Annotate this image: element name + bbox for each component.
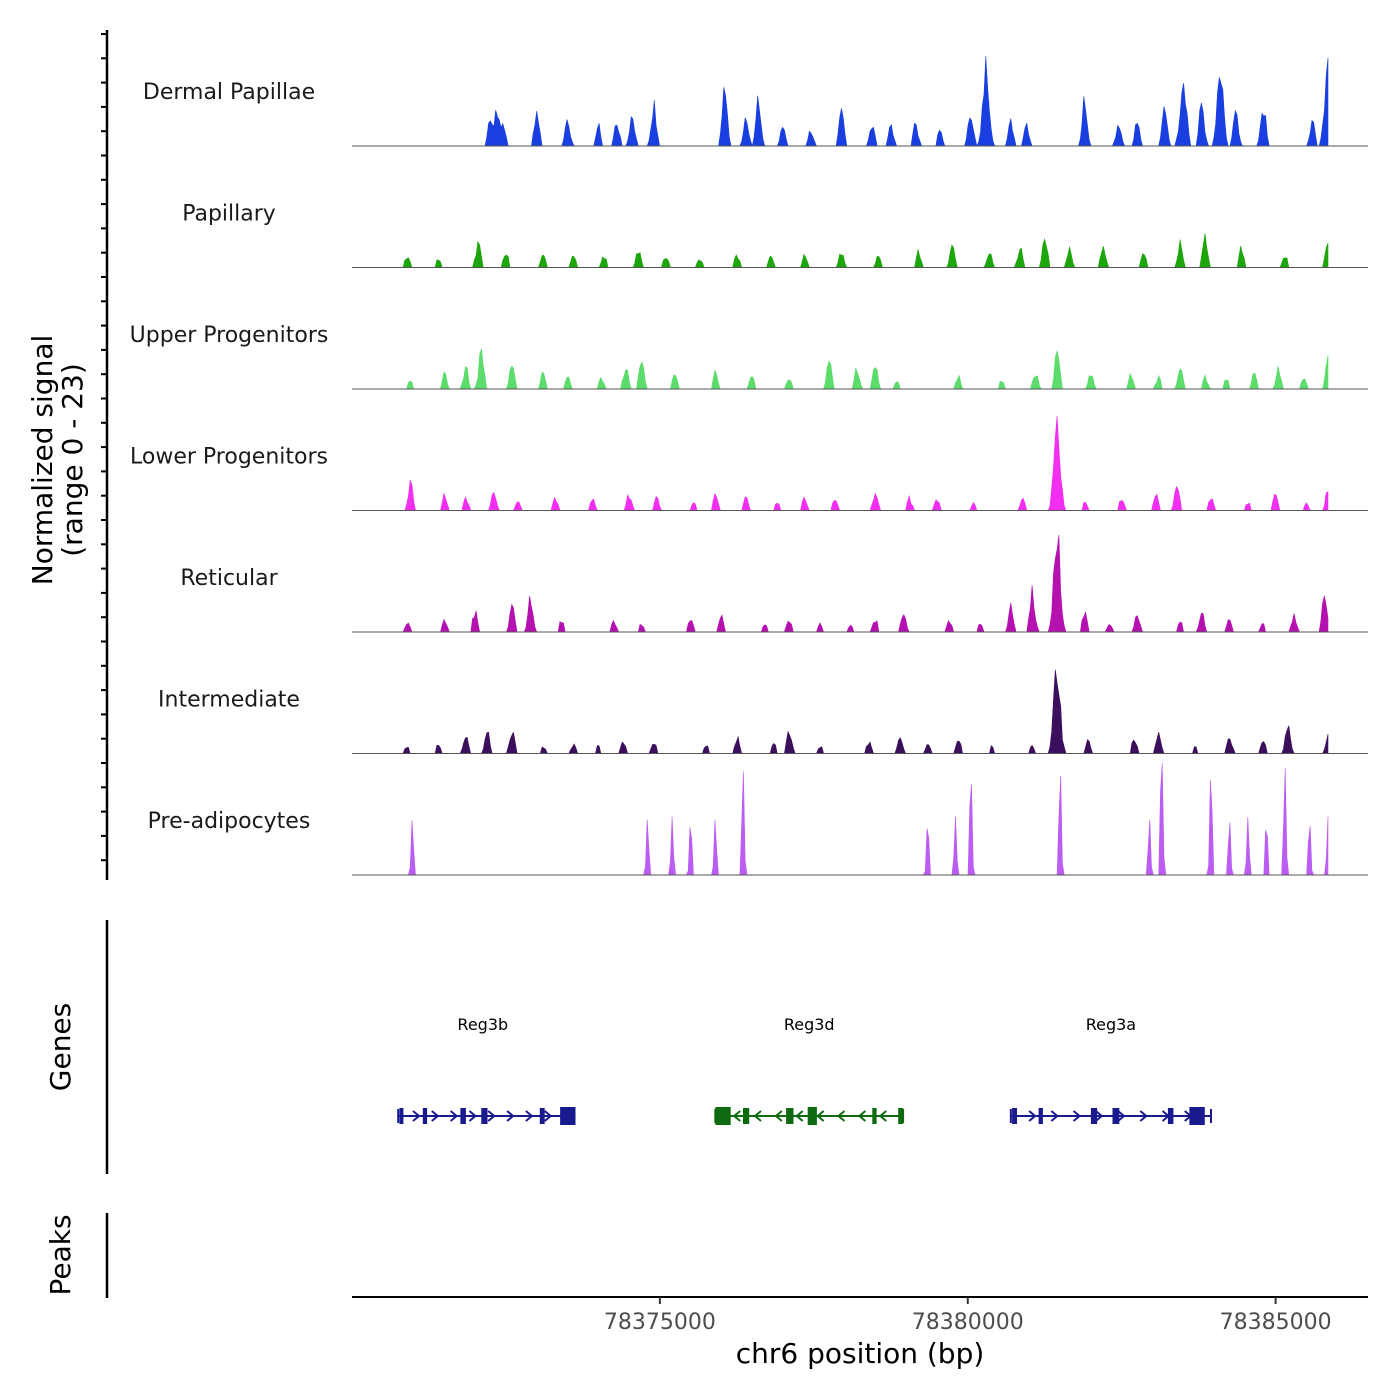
strand-arrow xyxy=(525,1110,534,1122)
gene-exon xyxy=(539,1108,545,1124)
track-pre-adipocytes: Pre-adipocytes xyxy=(148,762,1368,876)
strand-arrow xyxy=(1117,1110,1126,1122)
track-label: Upper Progenitors xyxy=(130,323,329,348)
peaks-panel-title: Peaks xyxy=(44,1214,77,1295)
gene-exon xyxy=(807,1107,817,1125)
signal-area xyxy=(401,669,1329,754)
strand-arrow xyxy=(412,1110,421,1122)
gene-label: Reg3d xyxy=(784,1015,835,1034)
gene-label: Reg3a xyxy=(1086,1015,1136,1034)
gene-exon xyxy=(422,1108,428,1124)
gene-exon xyxy=(1038,1108,1043,1124)
track-intermediate: Intermediate xyxy=(158,669,1368,754)
strand-arrow xyxy=(431,1110,440,1122)
track-papillary: Papillary xyxy=(182,202,1368,268)
track-label: Dermal Papillae xyxy=(143,80,315,105)
gene-reg3d: Reg3d xyxy=(714,1015,905,1125)
strand-arrow xyxy=(1072,1110,1082,1122)
track-upper-progenitors: Upper Progenitors xyxy=(130,323,1368,390)
track-label: Pre-adipocytes xyxy=(148,809,311,834)
signal-area xyxy=(401,534,1329,633)
genes-panel-title: Genes xyxy=(44,1003,77,1091)
gene-reg3a: Reg3a xyxy=(1009,1015,1212,1125)
gene-label: Reg3b xyxy=(457,1015,508,1034)
strand-arrow xyxy=(816,1110,825,1122)
strand-arrow xyxy=(878,1110,887,1122)
signal-area xyxy=(401,415,1329,511)
gene-exon xyxy=(743,1108,750,1124)
x-axis-title: chr6 position (bp) xyxy=(736,1337,985,1370)
track-label: Papillary xyxy=(182,202,276,227)
gene-exon xyxy=(1012,1108,1017,1124)
gene-exon xyxy=(1189,1107,1205,1125)
gene-reg3b: Reg3b xyxy=(397,1015,576,1125)
track-label: Intermediate xyxy=(158,688,300,713)
track-lower-progenitors: Lower Progenitors xyxy=(130,415,1368,511)
strand-arrow xyxy=(468,1110,478,1122)
strand-arrow xyxy=(1050,1110,1059,1122)
signal-area xyxy=(401,56,1329,147)
gene-exon xyxy=(460,1108,466,1124)
gene-exon xyxy=(1090,1108,1098,1124)
strand-arrow xyxy=(1028,1110,1037,1122)
signal-area xyxy=(401,762,1329,876)
y-axis-title-line2: (range 0 - 23) xyxy=(56,363,89,557)
gene-exon xyxy=(1112,1108,1120,1124)
track-label: Reticular xyxy=(180,566,278,591)
track-label: Lower Progenitors xyxy=(130,445,328,470)
strand-arrow xyxy=(1139,1110,1148,1122)
signal-area xyxy=(401,348,1329,390)
strand-arrow xyxy=(795,1110,804,1122)
gene-exon xyxy=(1167,1108,1174,1124)
strand-arrow xyxy=(753,1110,762,1122)
gene-exon xyxy=(786,1108,794,1124)
y-axis-title-line1: Normalized signal xyxy=(26,335,59,586)
x-tick-label: 78375000 xyxy=(604,1310,716,1335)
signal-area xyxy=(401,233,1329,268)
strand-arrow xyxy=(506,1110,515,1122)
track-reticular: Reticular xyxy=(180,534,1368,633)
strand-arrow xyxy=(836,1110,846,1122)
strand-arrow xyxy=(732,1110,741,1122)
gene-exon xyxy=(481,1108,488,1124)
coverage-tracks: Dermal Papillae Papillary Upper Progenitor… xyxy=(130,56,1368,876)
track-dermal-papillae: Dermal Papillae xyxy=(143,56,1368,147)
strand-arrow xyxy=(774,1110,783,1122)
strand-arrow xyxy=(449,1110,459,1122)
x-tick-label: 78385000 xyxy=(1220,1310,1332,1335)
x-axis-ticks: 78375000 78380000 78385000 xyxy=(604,1297,1332,1335)
strand-arrow xyxy=(544,1110,553,1122)
x-tick-label: 78380000 xyxy=(912,1310,1024,1335)
coverage-y-ticks xyxy=(101,33,107,862)
gene-exon xyxy=(872,1108,877,1124)
strand-arrow xyxy=(487,1110,496,1122)
gene-exon xyxy=(399,1108,404,1124)
strand-arrow xyxy=(857,1110,867,1122)
gene-exon xyxy=(715,1107,731,1125)
gene-exon xyxy=(560,1107,576,1125)
gene-exon xyxy=(898,1108,904,1124)
strand-arrow xyxy=(1095,1110,1104,1122)
gene-annotations: Reg3b Reg3d Reg3a xyxy=(397,1015,1212,1125)
